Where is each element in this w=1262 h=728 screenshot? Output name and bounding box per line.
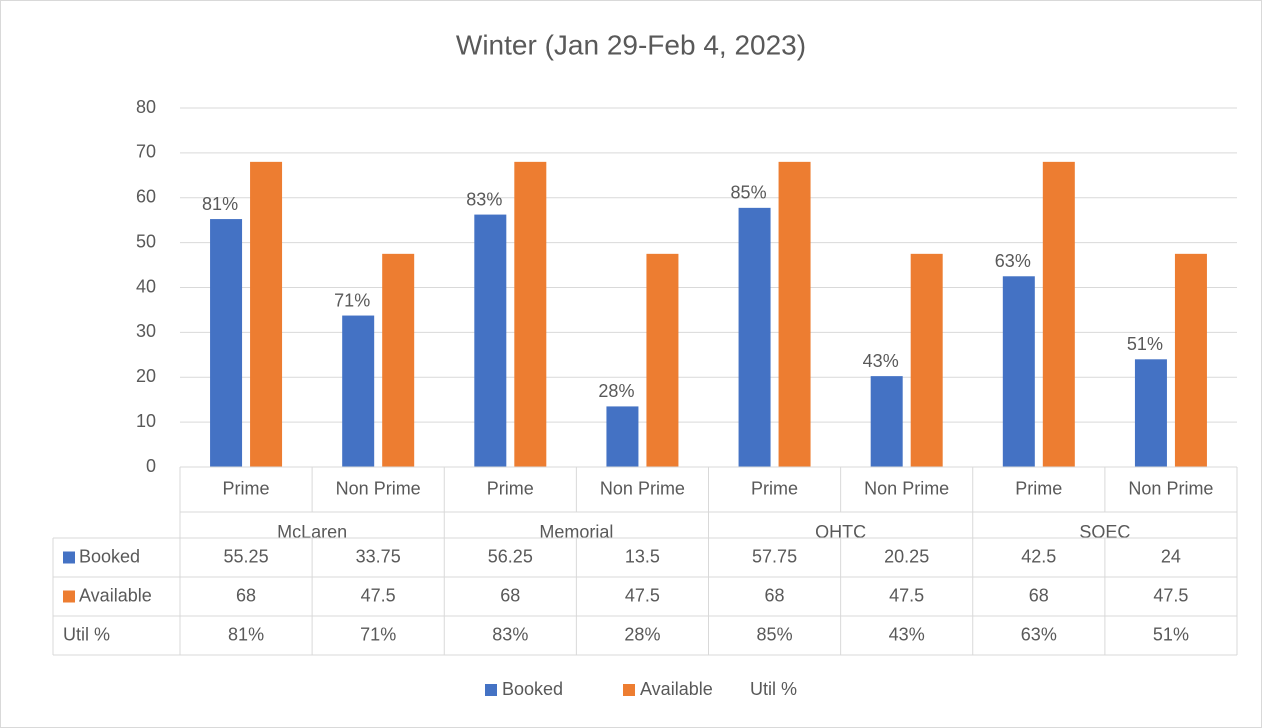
table-cell: 56.25 (488, 546, 533, 566)
y-tick-label: 10 (136, 411, 156, 431)
table-cell: 33.75 (356, 546, 401, 566)
x-tick-label: Non Prime (600, 478, 685, 498)
x-tick-label: Non Prime (1128, 478, 1213, 498)
x-tick-label: Prime (487, 478, 534, 498)
table-cell: 68 (1029, 585, 1049, 605)
table-cell: 68 (236, 585, 256, 605)
legend-label: Available (640, 679, 713, 699)
data-label: 83% (466, 189, 502, 209)
group-label: SOEC (1079, 522, 1130, 542)
table-cell: 47.5 (1153, 585, 1188, 605)
table-cell: 55.25 (224, 546, 269, 566)
y-tick-label: 40 (136, 276, 156, 296)
legend-key (485, 684, 497, 696)
bar (646, 253, 679, 467)
group-label: Memorial (539, 522, 613, 542)
table-cell: 24 (1161, 546, 1181, 566)
y-tick-label: 30 (136, 321, 156, 341)
table-legend-key (63, 551, 75, 564)
table-row-label: Util % (63, 624, 110, 644)
bar (1134, 359, 1167, 467)
table-cell: 68 (765, 585, 785, 605)
table-cell: 42.5 (1021, 546, 1056, 566)
data-label: 81% (202, 194, 238, 214)
chart-title: Winter (Jan 29-Feb 4, 2023) (456, 29, 806, 60)
table-cell: 85% (757, 624, 793, 644)
x-tick-label: Prime (751, 478, 798, 498)
table-cell: 51% (1153, 624, 1189, 644)
data-label: 85% (731, 183, 767, 203)
bar (1002, 276, 1035, 467)
table-cell: 47.5 (625, 585, 660, 605)
bar (778, 161, 811, 467)
group-label: McLaren (277, 522, 347, 542)
table-cell: 68 (500, 585, 520, 605)
table-cell: 63% (1021, 624, 1057, 644)
table-row-label: Booked (79, 546, 140, 566)
table-cell: 47.5 (361, 585, 396, 605)
bar (514, 161, 547, 467)
bar (382, 253, 415, 467)
x-tick-label: Non Prime (336, 478, 421, 498)
table-cell: 20.25 (884, 546, 929, 566)
x-tick-label: Prime (1015, 478, 1062, 498)
table-cell: 81% (228, 624, 264, 644)
bar (250, 161, 283, 467)
table-cell: 47.5 (889, 585, 924, 605)
legend-label: Booked (502, 679, 563, 699)
table-cell: 71% (360, 624, 396, 644)
bar (870, 376, 903, 467)
y-tick-label: 0 (146, 456, 156, 476)
y-tick-label: 20 (136, 366, 156, 386)
bar (1042, 161, 1075, 467)
legend-key (623, 684, 635, 696)
data-label: 51% (1127, 334, 1163, 354)
bar (738, 207, 771, 468)
table-cell: 43% (889, 624, 925, 644)
y-tick-label: 80 (136, 97, 156, 117)
legend-label: Util % (750, 679, 797, 699)
bar (606, 406, 639, 467)
table-cell: 83% (492, 624, 528, 644)
y-tick-label: 70 (136, 142, 156, 162)
table-row-label: Available (79, 585, 152, 605)
bar (210, 219, 243, 467)
y-tick-label: 60 (136, 187, 156, 207)
bar (1174, 253, 1207, 467)
x-tick-label: Prime (223, 478, 270, 498)
table-cell: 57.75 (752, 546, 797, 566)
y-tick-label: 50 (136, 231, 156, 251)
data-label: 71% (334, 290, 370, 310)
group-label: OHTC (815, 522, 866, 542)
table-cell: 13.5 (625, 546, 660, 566)
data-label: 28% (598, 381, 634, 401)
bar (910, 253, 943, 467)
bar (342, 315, 375, 467)
x-tick-label: Non Prime (864, 478, 949, 498)
table-cell: 28% (624, 624, 660, 644)
data-label: 63% (995, 251, 1031, 271)
bar (474, 214, 507, 467)
data-label: 43% (863, 351, 899, 371)
table-legend-key (63, 590, 75, 603)
